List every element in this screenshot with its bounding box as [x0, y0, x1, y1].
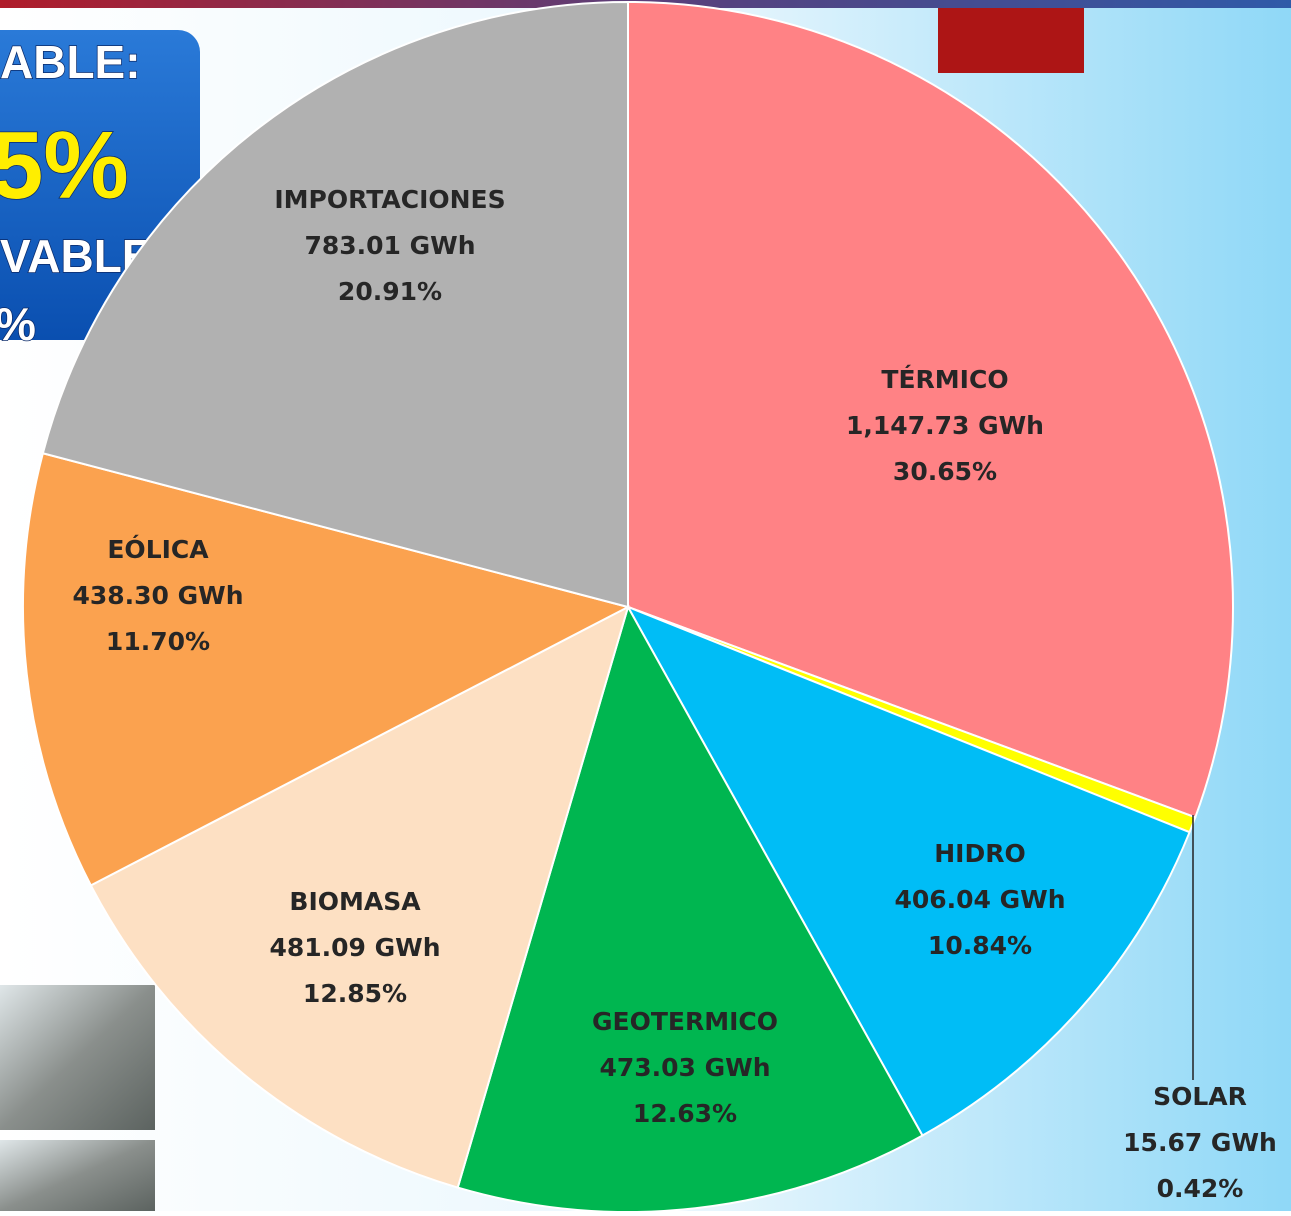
energy-label: 473.03 GWh [599, 1053, 770, 1082]
slice-label: BIOMASA [289, 887, 421, 916]
value-label: 12.63% [633, 1099, 737, 1128]
energy-label: 406.04 GWh [894, 885, 1065, 914]
slice-label: SOLAR [1153, 1082, 1247, 1111]
red-block [938, 8, 1084, 73]
value-label: 12.85% [303, 979, 407, 1008]
value-label: 30.65% [893, 457, 997, 486]
side-text: 5% [0, 112, 129, 219]
energy-label: 15.67 GWh [1123, 1128, 1277, 1157]
energy-label: 481.09 GWh [269, 933, 440, 962]
energy-label: 438.30 GWh [72, 581, 243, 610]
value-label: 0.42% [1157, 1174, 1244, 1203]
side-text: % [0, 298, 36, 350]
photo [0, 985, 155, 1130]
slice-label: EÓLICA [107, 534, 209, 564]
slice-label: HIDRO [934, 839, 1025, 868]
energy-label: 1,147.73 GWh [846, 411, 1044, 440]
energy-label: 783.01 GWh [304, 231, 475, 260]
side-text: ABLE: [0, 36, 141, 88]
value-label: 20.91% [338, 277, 442, 306]
value-label: 11.70% [106, 627, 210, 656]
slice-label: GEOTERMICO [592, 1007, 778, 1036]
slice-label: IMPORTACIONES [274, 185, 505, 214]
value-label: 10.84% [928, 931, 1032, 960]
photo [0, 1140, 155, 1211]
slice-label: TÉRMICO [881, 365, 1008, 394]
slide: ABLE: 5% VABLE: % TÉRMICO1,147.73 GWh30.… [0, 0, 1291, 1211]
